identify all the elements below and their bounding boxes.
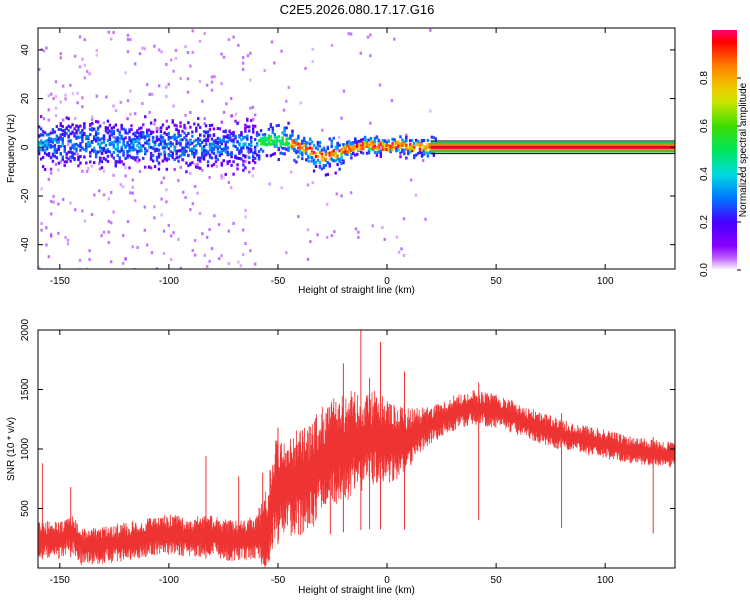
y-axis-label-bottom: SNR (10 * v/v): [6, 417, 17, 481]
y-tick-label-top: 40: [20, 44, 31, 56]
y-tick-label-bottom: 1000: [20, 437, 31, 460]
spectrogram-cells: [38, 28, 675, 269]
x-axis-label-bottom: Height of straight line (km): [298, 585, 415, 596]
y-tick-label-top: -20: [20, 188, 31, 203]
x-tick-label-bottom: -150: [50, 575, 70, 586]
x-tick-label-bottom: 0: [384, 575, 390, 586]
colorbar-tick-label: 0.2: [699, 215, 710, 229]
y-axis-label-top: Frequency (Hz): [6, 114, 17, 183]
x-tick-label-bottom: 100: [597, 575, 614, 586]
x-tick-label-top: 50: [491, 276, 503, 287]
x-tick-label-bottom: -100: [159, 575, 179, 586]
x-tick-label-top: 0: [384, 276, 390, 287]
y-tick-label-bottom: 500: [20, 500, 31, 517]
y-tick-label-bottom: 2000: [20, 318, 31, 341]
colorbar: [712, 30, 737, 270]
colorbar-tick-label: 0.8: [699, 71, 710, 85]
snr-series: [38, 390, 675, 568]
spectrogram-frame: [37, 27, 676, 270]
colorbar-tick-label: 0.4: [699, 167, 710, 181]
x-tick-label-top: -150: [50, 276, 70, 287]
x-tick-label-top: -50: [271, 276, 286, 287]
x-tick-label-top: -100: [159, 276, 179, 287]
x-axis-label-top: Height of straight line (km): [298, 285, 415, 296]
snr-series-group: [38, 330, 675, 568]
colorbar-label: Normalized spectral amplitude: [738, 82, 749, 217]
figure-title: C2E5.2026.080.17.17.G16: [279, 2, 435, 17]
y-tick-label-bottom: 1500: [20, 378, 31, 401]
x-tick-label-bottom: -50: [271, 575, 286, 586]
y-tick-label-top: -40: [20, 237, 31, 252]
colorbar-tick-label: 0.6: [699, 119, 710, 133]
x-tick-label-top: 100: [597, 276, 614, 287]
y-tick-label-top: 20: [20, 93, 31, 105]
y-tick-label-top: 0: [20, 144, 31, 150]
x-tick-label-bottom: 50: [491, 575, 503, 586]
colorbar-tick-label: 0.0: [699, 263, 710, 277]
